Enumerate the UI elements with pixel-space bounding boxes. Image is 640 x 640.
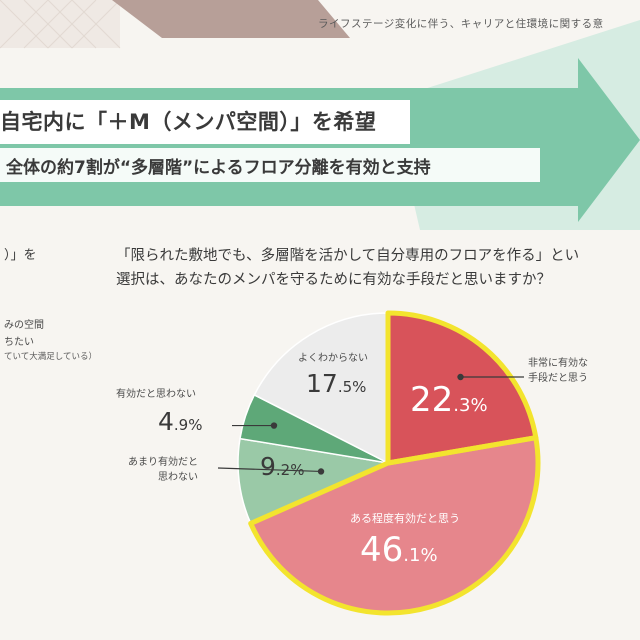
pct-unknown: 17.5% [306,369,366,398]
label-very-effective: 非常に有効な 手段だと思う [528,357,588,386]
headline-sub: 全体の約7割が“多層階”によるフロア分離を有効と支持 [6,158,431,178]
left-text-2: ちたい [4,337,34,348]
label-very-effective-line1: 非常に有効な [528,358,588,369]
label-not-effective: 有効だと思わない [116,389,196,400]
left-text-1: みの空間 [4,320,44,331]
pct-not-very-dec: .2% [275,461,305,479]
headline-main: 自宅内に「＋M（メンパ空間）」を希望 [0,110,377,134]
pct-somewhat-effective-dec: .1% [403,545,438,566]
pct-not-effective-int: 4 [158,407,174,436]
headline-bar-2 [0,148,540,182]
pct-very-effective-dec: .3% [453,395,488,416]
header-subtitle: ライフステージ変化に伴う、キャリアと住環境に関する意 [318,18,604,30]
pct-unknown-int: 17 [306,369,338,398]
slice-very-effective-highlight [385,310,539,466]
label-unknown: よくわからない [298,353,368,364]
leader-line-not-very [217,467,322,473]
question-line-1: 「限られた敷地でも、多層階を活かして自分専用のフロアを作る」とい [116,248,580,264]
pct-very-effective-int: 22 [410,380,454,420]
label-somewhat-effective: ある程度有効だと思う [350,512,460,525]
label-not-very: あまり有効だと 思わない [128,456,198,485]
slice-somewhat-effective-highlight [248,435,541,616]
left-text-3: ていて大満足している） [4,352,97,362]
pct-not-effective: 4.9% [158,407,202,436]
pct-not-effective-dec: .9% [173,416,203,434]
pct-somewhat-effective-int: 46 [360,530,404,570]
headline-bar-1 [0,100,410,144]
label-not-very-line2: 思わない [158,471,198,483]
pct-not-very: 9.2% [260,452,304,481]
left-question-fragment: ）」を [4,248,37,263]
label-very-effective-line2: 手段だと思う [528,372,588,384]
label-not-very-line1: あまり有効だと [128,457,198,468]
slice-unknown [253,312,389,465]
pct-very-effective: 22.3% [410,380,488,420]
question-line-2: 選択は、あなたのメンパを守るために有効な手段だと思いますか？ [116,272,551,288]
pct-somewhat-effective: 46.1% [360,530,438,570]
pct-not-very-int: 9 [260,452,276,481]
pct-unknown-dec: .5% [337,378,367,396]
